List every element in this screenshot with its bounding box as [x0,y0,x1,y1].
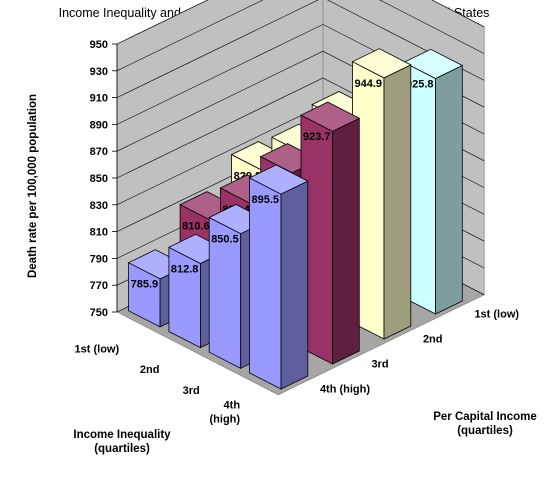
depth-tick-label: 1st (low) [474,308,519,320]
bar-top-face [403,48,464,79]
x-tick-label: 4th (high) [210,399,241,425]
y-tick-label: 870 [90,146,108,158]
bar-top-face [300,101,361,132]
bar: 895.5 [248,164,309,390]
y-tick-label: 830 [90,200,108,212]
data-label: 925.8 [406,78,434,90]
bar: 944.9 [351,48,412,340]
y-tick-label: 890 [90,119,108,131]
data-label: 944.9 [354,78,382,90]
depth-tick-label: 3rd [371,358,388,370]
data-label: 785.9 [131,279,159,291]
x-tick-label: 3rd [183,385,200,397]
bar-side-face [435,64,463,315]
depth-axis-title: Per Capital Income (quartiles) [433,411,537,437]
x-axis-title: Income Inequality (quartiles) [73,429,171,455]
y-tick-label: 810 [90,227,108,239]
y-axis-title: Death rate per 100,000 population [27,94,39,278]
bar-side-face [383,64,412,340]
axis-titles: Income Inequality (quartiles) Per Capital … [73,411,536,455]
y-tick-label: 930 [90,66,108,78]
x-axis-ticks: 1st (low) 2nd 3rd 4th (high) [75,343,241,425]
data-label: 810.6 [182,221,210,233]
x-tick-label: 1st (low) [75,343,120,355]
data-label: 850.5 [211,234,239,246]
bar-side-face [280,180,309,390]
y-tick-label: 850 [90,173,108,185]
y-tick-label: 910 [90,93,108,105]
bars: 812.4840.2879.2925.8829.2857.6897.5944.9… [127,48,464,390]
bar: 923.7 [300,101,361,365]
depth-tick-label: 2nd [423,333,443,345]
data-label: 895.5 [251,194,279,206]
y-tick-label: 750 [90,307,108,319]
y-axis-ticks: 750 770 790 810 830 850 870 890 910 930 950 [90,39,118,319]
data-label: 923.7 [303,131,331,143]
data-label: 812.8 [171,263,199,275]
x-tick-label: 2nd [140,364,160,376]
depth-axis-ticks: 4th (high) 3rd 2nd 1st (low) [320,308,519,395]
bar: 925.8 [403,48,464,315]
bar-front-face [168,246,201,349]
bar-front-face [249,177,282,390]
y-tick-label: 790 [90,253,108,265]
bar-top-face [351,48,412,79]
gridline [116,0,485,72]
y-tick-label: 770 [90,280,108,292]
y-tick-label: 950 [90,39,108,51]
bar-top-face [248,164,309,195]
bar-side-face [332,117,360,365]
gridline [116,0,485,45]
depth-tick-label: 4th (high) [320,383,370,395]
